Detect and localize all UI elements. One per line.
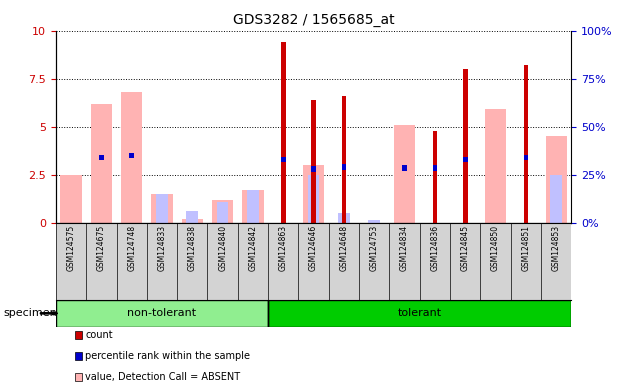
Bar <box>156 194 168 223</box>
Bar <box>186 211 198 223</box>
Bar <box>129 153 134 158</box>
Text: GSM124851: GSM124851 <box>522 225 530 271</box>
Bar <box>121 92 142 223</box>
Text: GSM124840: GSM124840 <box>218 225 227 271</box>
Text: GSM124845: GSM124845 <box>461 225 469 271</box>
Bar <box>91 104 112 223</box>
Bar <box>212 200 233 223</box>
Bar <box>281 42 286 223</box>
Bar <box>546 136 567 223</box>
Bar <box>56 300 268 327</box>
Bar <box>217 202 229 223</box>
Text: GSM124748: GSM124748 <box>127 225 136 271</box>
Bar <box>311 166 316 172</box>
Bar <box>182 219 203 223</box>
Bar <box>60 175 82 223</box>
Bar <box>433 165 437 170</box>
Text: GSM124863: GSM124863 <box>279 225 288 271</box>
Bar <box>99 155 104 160</box>
Text: GSM124836: GSM124836 <box>430 225 440 271</box>
Bar <box>433 131 437 223</box>
Text: count: count <box>85 330 112 340</box>
Bar <box>281 157 286 162</box>
Bar <box>368 220 380 223</box>
Bar <box>268 300 571 327</box>
Bar <box>402 165 407 170</box>
Bar <box>342 164 347 170</box>
Title: GDS3282 / 1565685_at: GDS3282 / 1565685_at <box>233 13 394 27</box>
Bar <box>242 190 263 223</box>
Bar <box>342 96 347 223</box>
Bar <box>152 194 173 223</box>
Bar <box>524 155 528 160</box>
Text: specimen: specimen <box>3 308 57 318</box>
Text: GSM124833: GSM124833 <box>158 225 166 271</box>
Text: tolerant: tolerant <box>397 308 442 318</box>
Text: GSM124834: GSM124834 <box>400 225 409 271</box>
Bar <box>463 69 468 223</box>
Bar <box>338 213 350 223</box>
Bar <box>550 175 562 223</box>
Bar <box>311 100 316 223</box>
Text: GSM124575: GSM124575 <box>66 225 76 271</box>
Bar <box>394 125 415 223</box>
Bar <box>247 190 259 223</box>
Text: GSM124838: GSM124838 <box>188 225 197 271</box>
Text: GSM124646: GSM124646 <box>309 225 318 271</box>
Text: value, Detection Call = ABSENT: value, Detection Call = ABSENT <box>85 372 240 382</box>
Text: GSM124842: GSM124842 <box>248 225 258 271</box>
Text: GSM124675: GSM124675 <box>97 225 106 271</box>
Text: percentile rank within the sample: percentile rank within the sample <box>85 351 250 361</box>
Text: GSM124853: GSM124853 <box>551 225 561 271</box>
Bar <box>524 65 528 223</box>
Bar <box>308 175 319 223</box>
Bar <box>485 109 506 223</box>
Text: GSM124753: GSM124753 <box>369 225 379 271</box>
Text: GSM124850: GSM124850 <box>491 225 500 271</box>
Text: GSM124648: GSM124648 <box>340 225 348 271</box>
Bar <box>463 157 468 162</box>
Text: non-tolerant: non-tolerant <box>127 308 197 318</box>
Bar <box>303 165 324 223</box>
